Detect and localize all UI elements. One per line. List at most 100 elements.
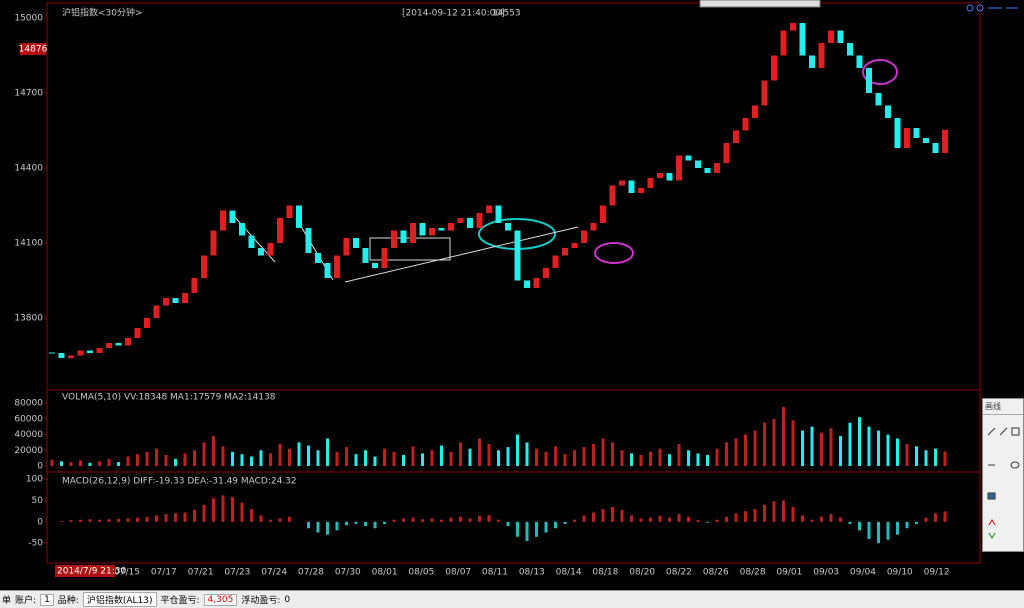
volume-bar bbox=[79, 460, 82, 466]
macd-bar bbox=[715, 519, 719, 522]
macd-bar bbox=[582, 515, 586, 522]
top-buttons[interactable] bbox=[699, 0, 821, 8]
candle bbox=[400, 230, 407, 243]
volume-bar bbox=[126, 456, 130, 466]
candle bbox=[410, 223, 416, 243]
y-tick-label: 0 bbox=[37, 517, 43, 527]
candle bbox=[847, 43, 853, 56]
volume-bar bbox=[174, 458, 177, 466]
volume-bar bbox=[297, 442, 301, 466]
candle bbox=[533, 278, 540, 288]
candle bbox=[495, 205, 502, 223]
macd-bar bbox=[858, 521, 861, 531]
volume-bar bbox=[554, 446, 557, 466]
candle bbox=[267, 243, 274, 256]
candle bbox=[505, 223, 511, 231]
frame bbox=[46, 2, 981, 564]
macd-bar bbox=[706, 521, 709, 523]
candle bbox=[581, 230, 587, 243]
symbol-select[interactable]: 沪铝指数(AL13) bbox=[82, 592, 157, 607]
volume-bar bbox=[810, 426, 814, 466]
candle bbox=[248, 235, 255, 248]
candle bbox=[562, 248, 568, 256]
volume-bar bbox=[212, 436, 215, 466]
candle bbox=[372, 263, 378, 268]
candle bbox=[182, 293, 188, 303]
volume-bar bbox=[497, 450, 500, 466]
volume-bar bbox=[725, 442, 728, 466]
candle bbox=[657, 173, 663, 178]
candle bbox=[932, 143, 939, 153]
macd-bar bbox=[79, 519, 82, 522]
macd-bar bbox=[231, 497, 234, 522]
candle bbox=[714, 163, 720, 173]
macd-bar bbox=[791, 506, 795, 522]
candle bbox=[799, 23, 806, 56]
macd-bar bbox=[383, 521, 386, 524]
tool[interactable] bbox=[987, 492, 996, 500]
macd-bar bbox=[440, 519, 443, 522]
volume-bar bbox=[848, 422, 852, 466]
zoom-out[interactable] bbox=[976, 4, 984, 12]
volume-bar bbox=[478, 438, 481, 466]
candle bbox=[894, 118, 901, 148]
macd-bar bbox=[810, 519, 814, 522]
macd-bar bbox=[459, 516, 462, 522]
macd-bar bbox=[155, 515, 158, 522]
macd-bar bbox=[164, 514, 168, 522]
account-select[interactable]: 1 bbox=[40, 593, 54, 606]
x-tick-label: 09/01 bbox=[776, 568, 802, 578]
candle bbox=[818, 43, 825, 68]
y-tick-label: 14100 bbox=[14, 239, 43, 249]
tool[interactable] bbox=[988, 532, 996, 539]
y-tick-label: 100 bbox=[26, 475, 43, 485]
zoom-in[interactable] bbox=[966, 4, 974, 12]
macd-bar bbox=[592, 512, 595, 522]
tool-icons[interactable] bbox=[983, 415, 1023, 545]
volume-bar bbox=[782, 406, 785, 466]
macd-bar bbox=[620, 509, 624, 522]
x-tick-label: 07/30 bbox=[335, 568, 361, 578]
x-tick-label: 08/05 bbox=[408, 568, 434, 578]
top-toolbar[interactable] bbox=[699, 0, 821, 8]
macd-bar bbox=[430, 518, 434, 522]
volume-bar bbox=[924, 450, 928, 466]
volume-bar bbox=[316, 450, 320, 466]
volume-bar bbox=[88, 462, 92, 466]
y-tick-label: 0 bbox=[37, 462, 43, 472]
volume-bar bbox=[402, 454, 405, 466]
x-tick-label: 08/13 bbox=[519, 568, 545, 578]
candle bbox=[666, 173, 673, 181]
order-menu[interactable]: 单 bbox=[2, 596, 12, 606]
macd-bar bbox=[525, 521, 529, 542]
close-pnl: 4,305 bbox=[203, 593, 238, 606]
tool[interactable] bbox=[987, 427, 996, 436]
volume-bar bbox=[687, 450, 690, 466]
candle bbox=[258, 248, 264, 256]
candle bbox=[448, 223, 454, 231]
y-tick-label: 15000 bbox=[14, 14, 43, 24]
candle bbox=[419, 223, 426, 236]
candle bbox=[543, 268, 549, 278]
drawing-toolbar: 画线 bbox=[982, 398, 1024, 552]
close-pnl-label: 平仓盈亏: bbox=[160, 596, 200, 606]
volume-bar bbox=[535, 448, 538, 466]
tool[interactable] bbox=[1011, 427, 1020, 436]
candle bbox=[676, 155, 682, 181]
candle bbox=[723, 143, 730, 163]
volume-bar bbox=[487, 443, 491, 466]
timestamp: [2014-09-12 21:40:00] bbox=[402, 9, 505, 19]
tool[interactable] bbox=[988, 519, 996, 526]
zoom-icons[interactable] bbox=[966, 4, 1018, 12]
volume-bar bbox=[440, 445, 443, 466]
volume-bar bbox=[392, 451, 396, 466]
tool[interactable] bbox=[1010, 461, 1020, 469]
tool[interactable] bbox=[999, 427, 1008, 436]
macd-bar bbox=[402, 518, 405, 522]
volume-bar bbox=[658, 448, 662, 466]
candle bbox=[837, 30, 844, 43]
volume-bar bbox=[430, 450, 434, 466]
macd-bar bbox=[934, 513, 937, 522]
x-tick-label: 07/15 bbox=[114, 568, 140, 578]
macd-bar bbox=[60, 520, 63, 522]
